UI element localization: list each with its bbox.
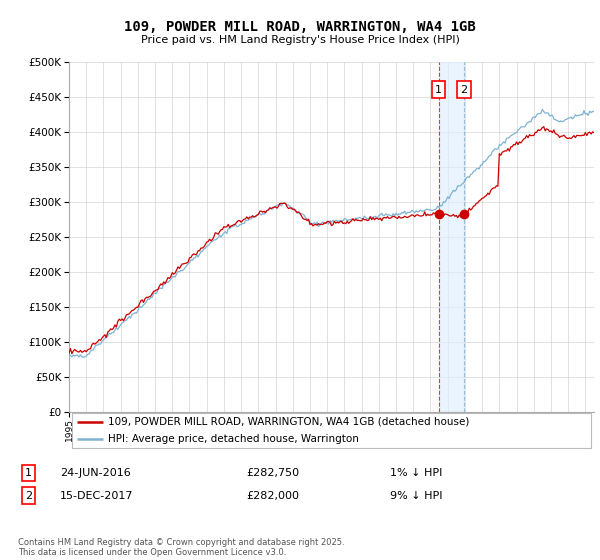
FancyBboxPatch shape <box>71 413 592 448</box>
Text: £282,000: £282,000 <box>246 491 299 501</box>
Text: 1% ↓ HPI: 1% ↓ HPI <box>390 468 442 478</box>
Text: £282,750: £282,750 <box>246 468 299 478</box>
Text: Price paid vs. HM Land Registry's House Price Index (HPI): Price paid vs. HM Land Registry's House … <box>140 35 460 45</box>
Bar <box>439 62 464 412</box>
Text: Contains HM Land Registry data © Crown copyright and database right 2025.
This d: Contains HM Land Registry data © Crown c… <box>18 538 344 557</box>
Text: 24-JUN-2016: 24-JUN-2016 <box>60 468 131 478</box>
Text: 1: 1 <box>435 85 442 95</box>
Text: 2: 2 <box>25 491 32 501</box>
Text: 15-DEC-2017: 15-DEC-2017 <box>60 491 133 501</box>
Text: HPI: Average price, detached house, Warrington: HPI: Average price, detached house, Warr… <box>109 435 359 445</box>
Text: 9% ↓ HPI: 9% ↓ HPI <box>390 491 443 501</box>
Text: 109, POWDER MILL ROAD, WARRINGTON, WA4 1GB (detached house): 109, POWDER MILL ROAD, WARRINGTON, WA4 1… <box>109 417 470 427</box>
Text: 109, POWDER MILL ROAD, WARRINGTON, WA4 1GB: 109, POWDER MILL ROAD, WARRINGTON, WA4 1… <box>124 20 476 34</box>
Text: 1: 1 <box>25 468 32 478</box>
Text: 2: 2 <box>460 85 467 95</box>
